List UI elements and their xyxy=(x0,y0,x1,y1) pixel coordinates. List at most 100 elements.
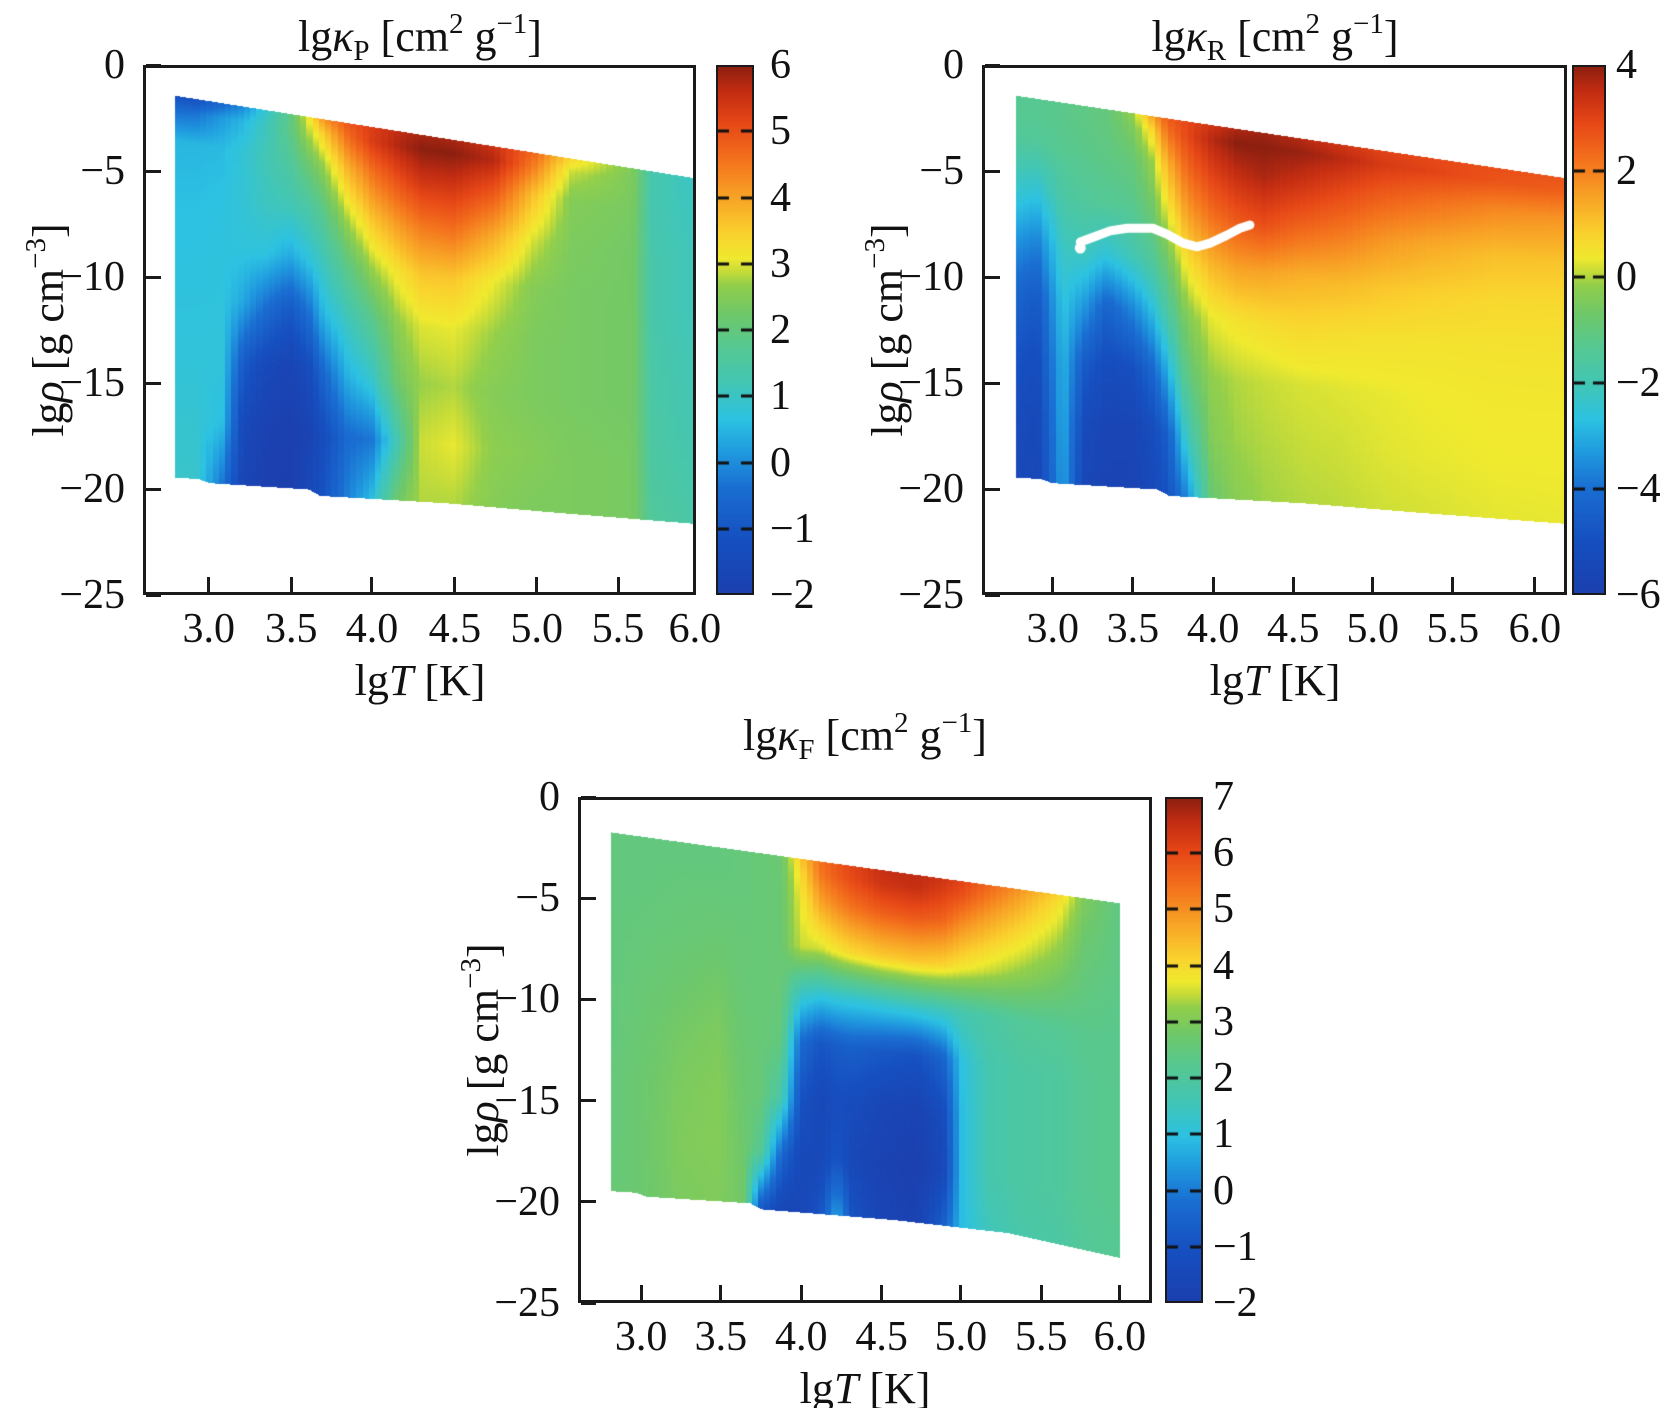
x-axis-tick xyxy=(453,577,457,592)
y-tick-label: −10 xyxy=(494,976,560,1023)
colorbar-tick-label: 2 xyxy=(1213,1055,1234,1102)
x-tick-label: 5.5 xyxy=(1014,1314,1068,1360)
x-axis-tick xyxy=(880,1285,884,1300)
colorbar-frame xyxy=(716,65,754,595)
colorbar-tick-label: −1 xyxy=(1213,1223,1258,1270)
colorbar-tick-label: −2 xyxy=(1213,1280,1258,1326)
y-axis-tick xyxy=(985,487,1000,491)
colorbar-tick-label: 0 xyxy=(1213,1167,1234,1214)
x-axis-tick xyxy=(719,1285,723,1300)
title-subscript: P xyxy=(353,35,370,67)
x-tick-label: 5.0 xyxy=(1346,606,1400,652)
x-axis-tick xyxy=(535,577,539,592)
y-axis-tick xyxy=(985,63,1000,67)
x-axis-tick xyxy=(616,577,620,592)
y-tick-label: −5 xyxy=(515,875,560,922)
x-tick-label: 6.0 xyxy=(1093,1314,1147,1360)
colorbar-tick-label: −4 xyxy=(1616,466,1661,512)
colorbar-tick-label: 1 xyxy=(770,373,791,420)
y-tick-label: −25 xyxy=(494,1280,560,1326)
x-tick-label: 3.0 xyxy=(1026,606,1080,652)
title-unit-g: g xyxy=(463,12,497,61)
y-axis-tick xyxy=(581,1301,596,1305)
y-tick-label: −25 xyxy=(898,572,964,618)
y-axis-tick xyxy=(581,1200,596,1204)
colorbar-frame xyxy=(1165,797,1203,1303)
x-tick-label: 6.0 xyxy=(1508,606,1562,652)
y-axis-tick xyxy=(985,593,1000,597)
colorbar-tick-label: 6 xyxy=(770,42,791,88)
y-axis-tick xyxy=(581,1099,596,1103)
colorbar-tick-label: 5 xyxy=(770,108,791,155)
plot-frame xyxy=(143,65,696,595)
title-sup-2: 2 xyxy=(893,707,909,739)
x-tick-label: 4.0 xyxy=(1186,606,1240,652)
y-tick-label: −15 xyxy=(59,360,125,406)
colorbar-tick-label: 0 xyxy=(770,439,791,486)
x-axis-label: lgT [K] xyxy=(799,1364,931,1408)
colorbar-tick-label: 1 xyxy=(1213,1111,1234,1158)
title-sup-2: 2 xyxy=(448,8,464,40)
colorbar-tick-label: 3 xyxy=(770,240,791,287)
x-tick-label: 3.5 xyxy=(694,1314,748,1360)
plot-title-kappa-r: lgκR [cm2 g−1] xyxy=(1151,8,1398,68)
y-tick-label: −10 xyxy=(898,254,964,300)
x-tick-label: 3.0 xyxy=(182,606,236,652)
x-axis-tick xyxy=(1291,577,1295,592)
x-axis-tick xyxy=(1533,577,1537,592)
y-axis-tick xyxy=(146,487,161,491)
x-tick-label: 4.5 xyxy=(428,606,482,652)
colorbar-tick-label: 4 xyxy=(1616,42,1637,88)
plot-title-kappa-p: lgκP [cm2 g−1] xyxy=(298,8,542,68)
colorbar-tick-label: 6 xyxy=(1213,830,1234,877)
title-unit-close: ] xyxy=(1383,12,1399,61)
y-tick-label: −20 xyxy=(898,466,964,512)
colorbar-tick-label: −2 xyxy=(770,572,815,618)
y-axis-tick xyxy=(581,896,596,900)
x-tick-label: 4.5 xyxy=(855,1314,908,1360)
x-tick-label: 4.0 xyxy=(345,606,399,652)
colorbar-tick-label: 0 xyxy=(1616,254,1637,300)
title-unit-g: g xyxy=(908,711,942,760)
y-tick-label: 0 xyxy=(539,774,560,820)
colorbar-canvas xyxy=(1165,797,1203,1303)
x-axis-tick xyxy=(370,577,374,592)
y-axis-tick xyxy=(985,275,1000,279)
title-subscript: R xyxy=(1206,35,1227,67)
kappa-symbol: κ xyxy=(1185,12,1207,61)
x-axis-tick xyxy=(289,577,293,592)
x-tick-label: 4.5 xyxy=(1266,606,1320,652)
colorbar-frame xyxy=(1572,65,1606,595)
y-tick-label: −20 xyxy=(59,466,125,512)
y-tick-label: −5 xyxy=(80,148,125,194)
x-axis-tick xyxy=(1039,1285,1043,1300)
y-tick-label: −5 xyxy=(919,148,964,194)
x-tick-label: 3.5 xyxy=(264,606,318,652)
colorbar-tick-label: 3 xyxy=(1213,998,1234,1045)
y-axis-tick xyxy=(146,381,161,385)
y-axis-tick xyxy=(146,593,161,597)
colorbar-tick-label: 2 xyxy=(770,307,791,353)
x-axis-tick xyxy=(1051,577,1055,592)
title-sup-minus1: −1 xyxy=(1353,8,1384,40)
plot-title-kappa-f: lgκF [cm2 g−1] xyxy=(743,707,987,767)
colorbar-tick-label: −1 xyxy=(770,505,815,552)
title-unit-g: g xyxy=(1320,12,1354,61)
title-unit-open: [cm xyxy=(814,711,894,760)
x-axis-tick xyxy=(959,1285,963,1300)
title-unit-close: ] xyxy=(972,711,987,760)
title-lg: lg xyxy=(1151,12,1186,61)
y-tick-label: −15 xyxy=(898,360,964,406)
x-axis-tick xyxy=(693,577,697,592)
x-axis-label: lgT [K] xyxy=(1209,656,1341,705)
heatmap-canvas-kappa-p xyxy=(143,65,696,595)
x-tick-label: 5.5 xyxy=(591,606,645,652)
title-sup-minus1: −1 xyxy=(496,8,528,40)
title-unit-open: [cm xyxy=(1226,12,1306,61)
colorbar-tick-label: 5 xyxy=(1213,886,1234,933)
x-axis-tick xyxy=(207,577,211,592)
y-axis-tick xyxy=(146,169,161,173)
x-axis-tick xyxy=(1451,577,1455,592)
kappa-symbol: κ xyxy=(777,711,799,760)
y-tick-label: −10 xyxy=(59,254,125,300)
